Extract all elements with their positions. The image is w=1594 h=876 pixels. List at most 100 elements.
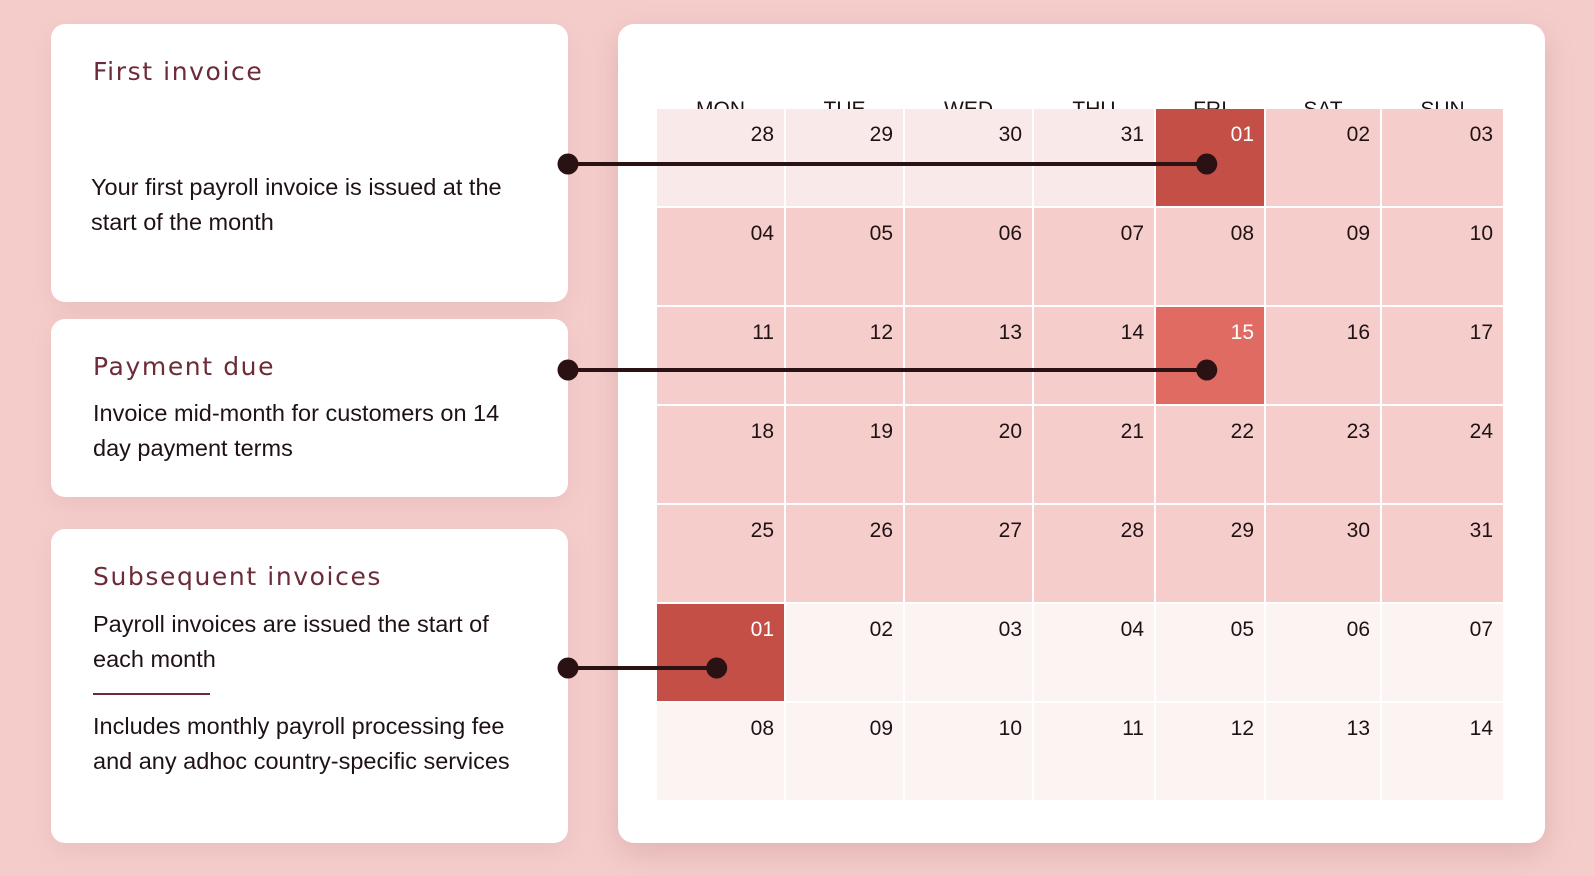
day-number: 19 — [869, 420, 893, 443]
day-cell: 29 — [1156, 505, 1264, 602]
payment-due-text: Invoice mid-month for customers on 14 da… — [93, 400, 500, 461]
first-invoice-title: First invoice — [93, 57, 264, 86]
day-cell: 20 — [905, 406, 1032, 503]
payment-due-card: Payment due Invoice mid-month for custom… — [51, 319, 568, 497]
first-invoice-card: First invoice Your first payroll invoice… — [51, 24, 568, 302]
day-cell: 01 — [1156, 109, 1264, 206]
day-number: 22 — [1230, 420, 1254, 443]
day-cell: 28 — [1034, 505, 1154, 602]
calendar-panel: MONTUEWEDTHUFRISATSUN2829303101020304050… — [618, 24, 1545, 843]
day-number: 08 — [750, 717, 774, 740]
payment-due-title: Payment due — [93, 352, 276, 381]
day-number: 03 — [998, 618, 1022, 641]
day-cell: 06 — [905, 208, 1032, 305]
day-number: 10 — [1469, 222, 1493, 245]
day-number: 12 — [1230, 717, 1254, 740]
day-cell: 13 — [905, 307, 1032, 404]
day-cell: 06 — [1266, 604, 1380, 701]
day-cell: 01 — [657, 604, 784, 701]
day-cell: 16 — [1266, 307, 1380, 404]
day-cell: 26 — [786, 505, 903, 602]
day-cell: 03 — [905, 604, 1032, 701]
day-number: 31 — [1120, 123, 1144, 146]
day-number: 01 — [750, 618, 774, 641]
day-cell: 07 — [1382, 604, 1503, 701]
day-number: 14 — [1120, 321, 1144, 344]
day-number: 16 — [1346, 321, 1370, 344]
day-cell: 09 — [786, 703, 903, 800]
day-number: 03 — [1469, 123, 1493, 146]
day-cell: 11 — [1034, 703, 1154, 800]
day-cell: 14 — [1382, 703, 1503, 800]
day-number: 31 — [1469, 519, 1493, 542]
day-number: 06 — [1346, 618, 1370, 641]
day-number: 25 — [750, 519, 774, 542]
subsequent-invoices-extra-text: Includes monthly payroll processing fee … — [93, 713, 510, 774]
day-number: 09 — [869, 717, 893, 740]
day-number: 11 — [1122, 717, 1144, 740]
day-number: 11 — [752, 321, 774, 344]
day-number: 23 — [1346, 420, 1370, 443]
day-cell: 22 — [1156, 406, 1264, 503]
day-number: 15 — [1230, 321, 1254, 344]
day-cell: 23 — [1266, 406, 1380, 503]
day-cell: 05 — [1156, 604, 1264, 701]
day-number: 05 — [1230, 618, 1254, 641]
day-cell: 12 — [786, 307, 903, 404]
day-cell: 30 — [905, 109, 1032, 206]
day-number: 04 — [750, 222, 774, 245]
day-cell: 31 — [1382, 505, 1503, 602]
day-number: 21 — [1120, 420, 1144, 443]
day-number: 18 — [750, 420, 774, 443]
day-number: 12 — [869, 321, 893, 344]
day-cell: 13 — [1266, 703, 1380, 800]
day-cell: 18 — [657, 406, 784, 503]
day-number: 13 — [998, 321, 1022, 344]
day-number: 17 — [1469, 321, 1493, 344]
day-cell: 24 — [1382, 406, 1503, 503]
day-number: 30 — [1346, 519, 1370, 542]
day-number: 20 — [998, 420, 1022, 443]
day-number: 07 — [1120, 222, 1144, 245]
day-number: 13 — [1346, 717, 1370, 740]
day-cell: 15 — [1156, 307, 1264, 404]
day-number: 09 — [1346, 222, 1370, 245]
day-cell: 17 — [1382, 307, 1503, 404]
day-cell: 02 — [1266, 109, 1380, 206]
day-number: 02 — [869, 618, 893, 641]
day-cell: 04 — [657, 208, 784, 305]
day-cell: 29 — [786, 109, 903, 206]
day-cell: 30 — [1266, 505, 1380, 602]
day-number: 01 — [1230, 123, 1254, 146]
day-number: 28 — [1120, 519, 1144, 542]
day-number: 24 — [1469, 420, 1493, 443]
subsequent-invoices-title: Subsequent invoices — [93, 562, 383, 591]
day-cell: 27 — [905, 505, 1032, 602]
day-number: 05 — [869, 222, 893, 245]
day-cell: 31 — [1034, 109, 1154, 206]
day-number: 29 — [1230, 519, 1254, 542]
day-cell: 19 — [786, 406, 903, 503]
subsequent-invoices-text: Payroll invoices are issued the start of… — [93, 611, 489, 672]
first-invoice-text: Your first payroll invoice is issued at … — [91, 174, 502, 235]
day-cell: 04 — [1034, 604, 1154, 701]
day-number: 29 — [869, 123, 893, 146]
day-cell: 08 — [1156, 208, 1264, 305]
day-cell: 14 — [1034, 307, 1154, 404]
day-cell: 02 — [786, 604, 903, 701]
day-number: 04 — [1120, 618, 1144, 641]
day-cell: 11 — [657, 307, 784, 404]
subsequent-invoices-card: Subsequent invoices Payroll invoices are… — [51, 529, 568, 843]
day-cell: 10 — [905, 703, 1032, 800]
day-number: 27 — [998, 519, 1022, 542]
day-number: 14 — [1469, 717, 1493, 740]
day-cell: 28 — [657, 109, 784, 206]
day-cell: 07 — [1034, 208, 1154, 305]
day-number: 06 — [998, 222, 1022, 245]
day-cell: 03 — [1382, 109, 1503, 206]
day-number: 07 — [1469, 618, 1493, 641]
day-number: 28 — [750, 123, 774, 146]
day-number: 26 — [869, 519, 893, 542]
day-number: 30 — [998, 123, 1022, 146]
day-number: 02 — [1346, 123, 1370, 146]
